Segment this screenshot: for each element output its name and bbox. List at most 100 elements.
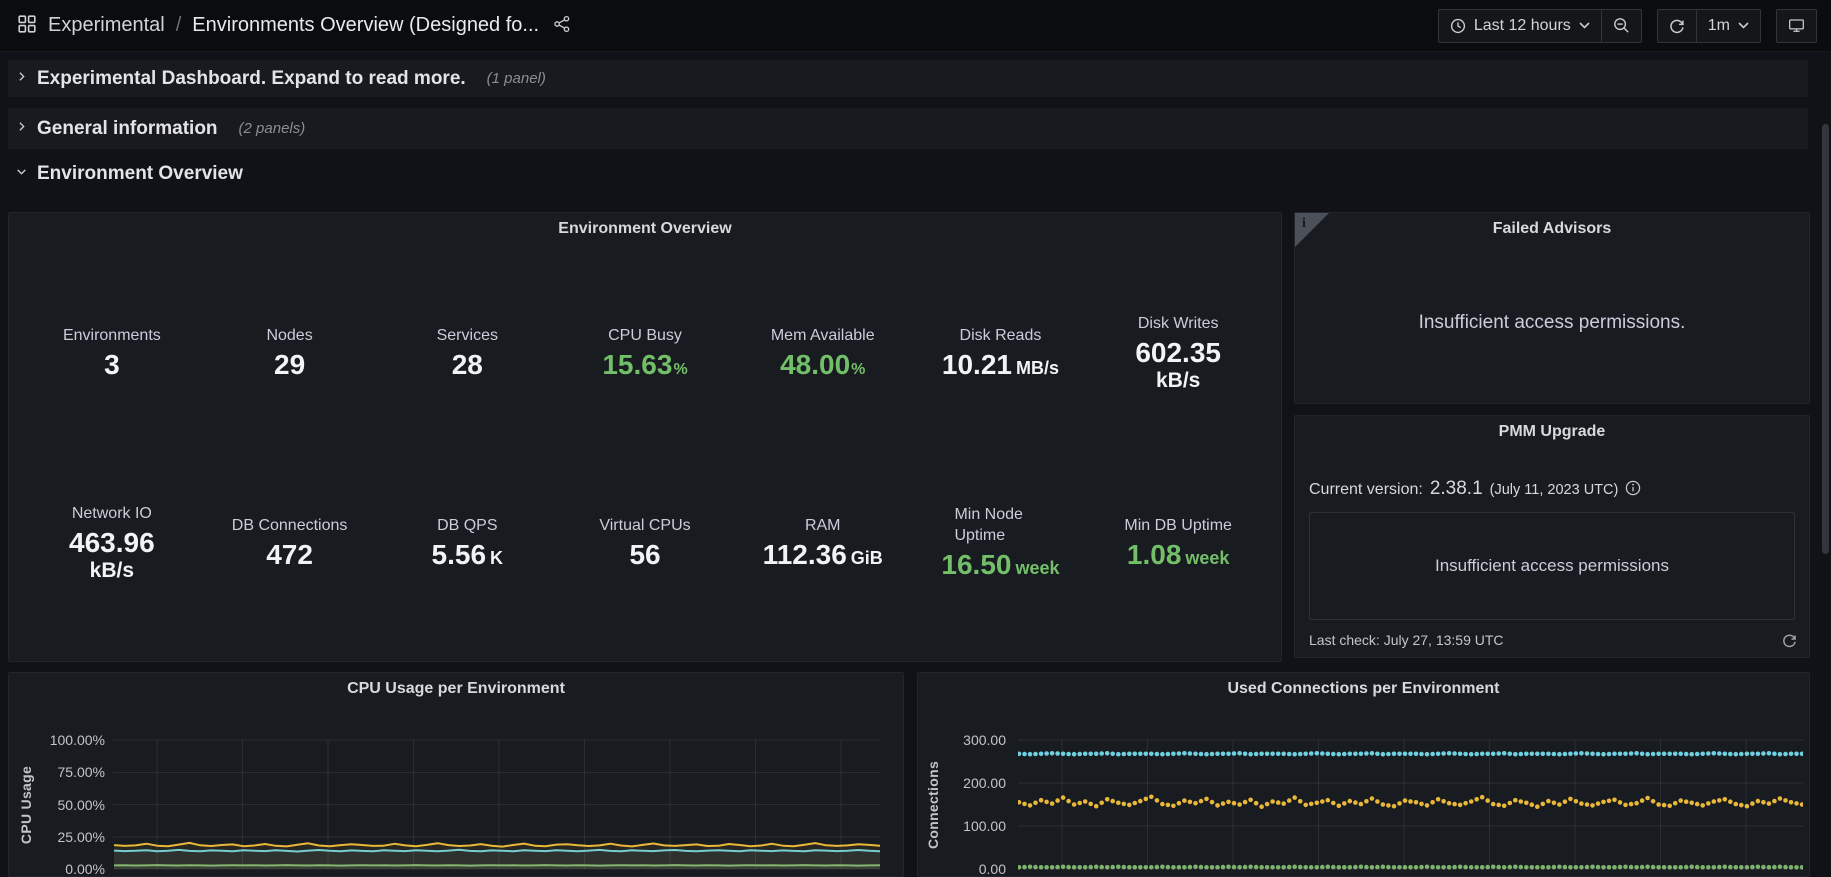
panel-title[interactable]: Failed Advisors — [1492, 220, 1612, 237]
stat-db-connections: DB Connections 472 — [201, 516, 379, 571]
row-experimental-dashboard[interactable]: Experimental Dashboard. Expand to read m… — [8, 60, 1808, 97]
stat-value: 28 — [451, 349, 483, 381]
stat-nodes: Nodes 29 — [201, 326, 379, 381]
stat-disk-writes: Disk Writes 602.35 kB/s — [1089, 314, 1267, 392]
used-connections-plot-area[interactable] — [1018, 673, 1803, 877]
stat-label: Min DB Uptime — [1124, 516, 1232, 534]
stat-label: Min Node Uptime — [954, 506, 1023, 544]
stat-value: 463.96 kB/s — [69, 527, 155, 582]
y-axis-ticks: 300.00 200.00 100.00 0.00 — [942, 673, 1006, 876]
share-icon — [553, 15, 571, 36]
time-range-picker[interactable]: Last 12 hours — [1437, 8, 1602, 43]
breadcrumb-section[interactable]: Experimental — [48, 14, 165, 36]
stat-value: 3 — [104, 349, 120, 381]
y-axis-ticks: 100.00% 75.00% 50.00% 25.00% 0.00% — [37, 673, 105, 876]
stat-value: 29 — [274, 349, 306, 381]
breadcrumb-separator: / — [175, 14, 182, 36]
refresh-interval-label: 1m — [1707, 16, 1730, 34]
refresh-controls-group: 1m — [1656, 8, 1761, 43]
share-dashboard-button[interactable] — [549, 11, 575, 40]
refresh-interval-dropdown[interactable]: 1m — [1695, 8, 1761, 43]
y-axis-label: CPU Usage — [18, 765, 35, 844]
pmm-footer: Last check: July 27, 13:59 UTC — [1309, 632, 1797, 648]
time-controls-group: Last 12 hours — [1437, 8, 1642, 43]
stat-label: Network IO — [71, 504, 152, 522]
stat-label: CPU Busy — [608, 326, 682, 344]
stat-value: 16.50 week — [941, 549, 1060, 581]
chevron-right-icon — [15, 70, 28, 88]
row-title: General information — [37, 117, 218, 139]
stat-value: 10.21 MB/s — [941, 349, 1059, 381]
y-axis-tick: 300.00 — [963, 732, 1006, 748]
stat-value: 112.36 GiB — [762, 539, 883, 571]
stat-virtual-cpus: Virtual CPUs 56 — [556, 516, 734, 571]
apps-grid-icon — [18, 15, 36, 36]
time-range-label: Last 12 hours — [1473, 16, 1571, 34]
info-circle-icon[interactable] — [1625, 480, 1641, 501]
stat-label: Services — [436, 326, 498, 344]
check-updates-refresh-icon[interactable] — [1782, 633, 1797, 648]
y-axis-label: Connections — [925, 760, 941, 849]
cpu-usage-plot-area[interactable] — [113, 673, 881, 877]
panel-title[interactable]: CPU Usage per Environment — [347, 680, 565, 697]
stat-environments: Environments 3 — [23, 326, 201, 381]
stat-label: DB Connections — [231, 516, 348, 534]
refresh-icon — [1669, 18, 1685, 34]
stat-mem-available: Mem Available 48.00% — [734, 326, 912, 381]
stat-label: Virtual CPUs — [599, 516, 691, 534]
last-check-text: Last check: July 27, 13:59 UTC — [1309, 632, 1504, 648]
y-axis-tick: 25.00% — [57, 828, 105, 845]
stats-row-2: Network IO 463.96 kB/s DB Connections 472… — [23, 448, 1267, 638]
kiosk-mode-button[interactable] — [1776, 8, 1817, 43]
stat-label: Disk Reads — [959, 326, 1042, 344]
stat-value: 1.08 week — [1126, 539, 1230, 571]
stat-label: Nodes — [266, 326, 313, 344]
y-axis-tick: 100.00 — [963, 818, 1006, 834]
row-title: Experimental Dashboard. Expand to read m… — [37, 67, 466, 89]
stat-label: Environments — [62, 326, 161, 344]
failed-advisors-message: Insufficient access permissions. — [1418, 312, 1686, 333]
breadcrumb: Experimental / Environments Overview (De… — [48, 14, 539, 37]
cpu-usage-panel: CPU Usage per Environment CPU Usage 100.… — [8, 672, 904, 877]
row-panel-count: (1 panel) — [486, 70, 546, 87]
stat-value: 15.63% — [602, 349, 688, 381]
stat-value: 472 — [266, 539, 313, 571]
row-general-information[interactable]: General information (2 panels) — [8, 108, 1808, 149]
stat-label: DB QPS — [437, 516, 498, 534]
chevron-down-icon — [1738, 22, 1749, 29]
stat-label: RAM — [804, 516, 841, 534]
version-number: 2.38.1 — [1429, 478, 1483, 499]
current-version-line: Current version: 2.38.1 (July 11, 2023 U… — [1309, 478, 1795, 500]
version-prefix: Current version: — [1309, 481, 1423, 498]
top-nav: Experimental / Environments Overview (De… — [0, 0, 1831, 52]
refresh-dashboard-button[interactable] — [1656, 8, 1697, 43]
used-connections-panel: Used Connections per Environment Connect… — [917, 672, 1810, 877]
chevron-right-icon — [15, 120, 28, 138]
zoom-out-time-button[interactable] — [1600, 8, 1642, 43]
stat-db-qps: DB QPS 5.56 K — [378, 516, 556, 571]
stat-value: 5.56 K — [431, 539, 504, 571]
breadcrumb-current-page: Environments Overview (Designed fo... — [192, 14, 540, 36]
chevron-down-icon — [15, 165, 28, 183]
monitor-icon — [1788, 17, 1805, 34]
stat-ram: RAM 112.36 GiB — [734, 516, 912, 571]
dashboards-grid-button[interactable] — [14, 11, 40, 40]
row-panel-count: (2 panels) — [238, 120, 306, 137]
stat-disk-reads: Disk Reads 10.21 MB/s — [912, 326, 1090, 381]
stat-min-node-uptime: Min Node Uptime 16.50 week — [912, 505, 1090, 580]
panel-title[interactable]: Environment Overview — [558, 220, 732, 237]
failed-advisors-panel: i Failed Advisors Insufficient access pe… — [1294, 212, 1810, 404]
page-scrollbar-thumb[interactable] — [1822, 124, 1829, 554]
row-environment-overview[interactable]: Environment Overview — [8, 158, 1808, 190]
stat-network-io: Network IO 463.96 kB/s — [23, 504, 201, 582]
y-axis-tick: 0.00% — [65, 861, 105, 877]
panel-title[interactable]: PMM Upgrade — [1498, 423, 1606, 440]
y-axis-tick: 0.00 — [978, 861, 1006, 877]
clock-icon — [1450, 18, 1466, 34]
panel-title[interactable]: Used Connections per Environment — [1227, 680, 1500, 697]
panel-info-corner[interactable] — [1295, 213, 1329, 247]
y-axis-tick: 100.00% — [49, 732, 105, 748]
y-axis-tick: 75.00% — [57, 764, 105, 781]
nav-controls: Last 12 hours — [1437, 8, 1817, 43]
stat-value: 56 — [629, 539, 661, 571]
